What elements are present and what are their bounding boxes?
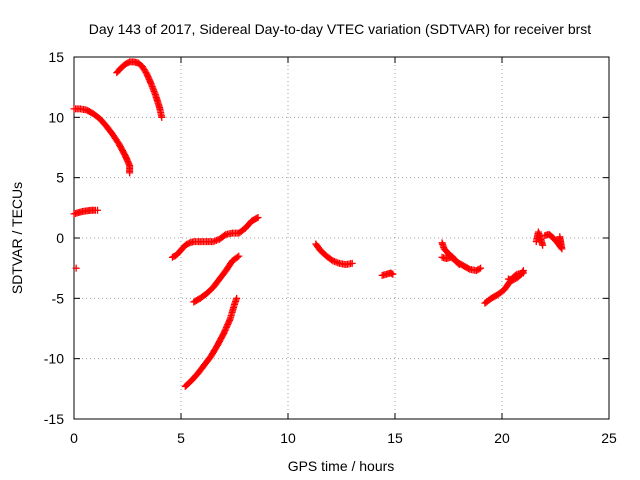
data-point [253,214,261,222]
series-arc-7 [181,294,241,390]
series-arc-15 [541,230,566,253]
data-point [72,264,80,272]
x-axis-label: GPS time / hours [288,458,395,474]
data-point [454,259,462,267]
data-point [475,265,483,273]
x-tick-label: 15 [387,430,403,446]
series-arc-4 [113,58,166,121]
grid-lines [74,57,609,419]
y-tick-label: -5 [52,290,65,306]
data-point [235,252,243,260]
data-point [455,261,463,269]
chart-title: Day 143 of 2017, Sidereal Day-to-day VTE… [89,21,591,37]
data-point [233,294,241,302]
data-point [519,268,527,276]
y-tick-label: 10 [48,109,64,125]
data-point [158,113,166,121]
x-tick-label: 20 [494,430,510,446]
data-point [126,169,134,177]
series-arc-6 [190,252,243,306]
data-point [556,233,564,241]
y-tick-label: 15 [48,49,64,65]
series-arc-1 [70,105,134,177]
series-arc-2 [70,206,102,218]
y-tick-label: 5 [56,170,64,186]
x-tick-label: 0 [70,430,78,446]
x-tick-label: 25 [601,430,617,446]
data-point [539,241,547,249]
y-tick-label: -15 [44,411,64,427]
series-arc-8 [312,240,356,269]
y-axis-label: SDTVAR / TECUs [9,182,25,294]
data-point [389,270,397,278]
x-tick-label: 10 [280,430,296,446]
y-tick-label: -10 [44,351,64,367]
data-point [94,206,102,214]
series-arc-5 [168,213,262,261]
series-arc-14 [532,228,547,249]
series-arc-13 [504,267,527,284]
data-point [254,213,262,221]
data-points [70,58,566,390]
data-point [519,267,527,275]
series-arc-9 [378,269,397,279]
data-point [233,253,241,261]
y-tick-label: 0 [56,230,64,246]
data-point [477,264,485,272]
axis-ticks: 0 5 10 15 20 25 -15 -10 -5 0 5 10 15 [44,49,617,446]
series-arc-3 [72,264,80,272]
x-tick-label: 5 [177,430,185,446]
data-point [348,259,356,267]
series-arc-11 [438,253,463,269]
